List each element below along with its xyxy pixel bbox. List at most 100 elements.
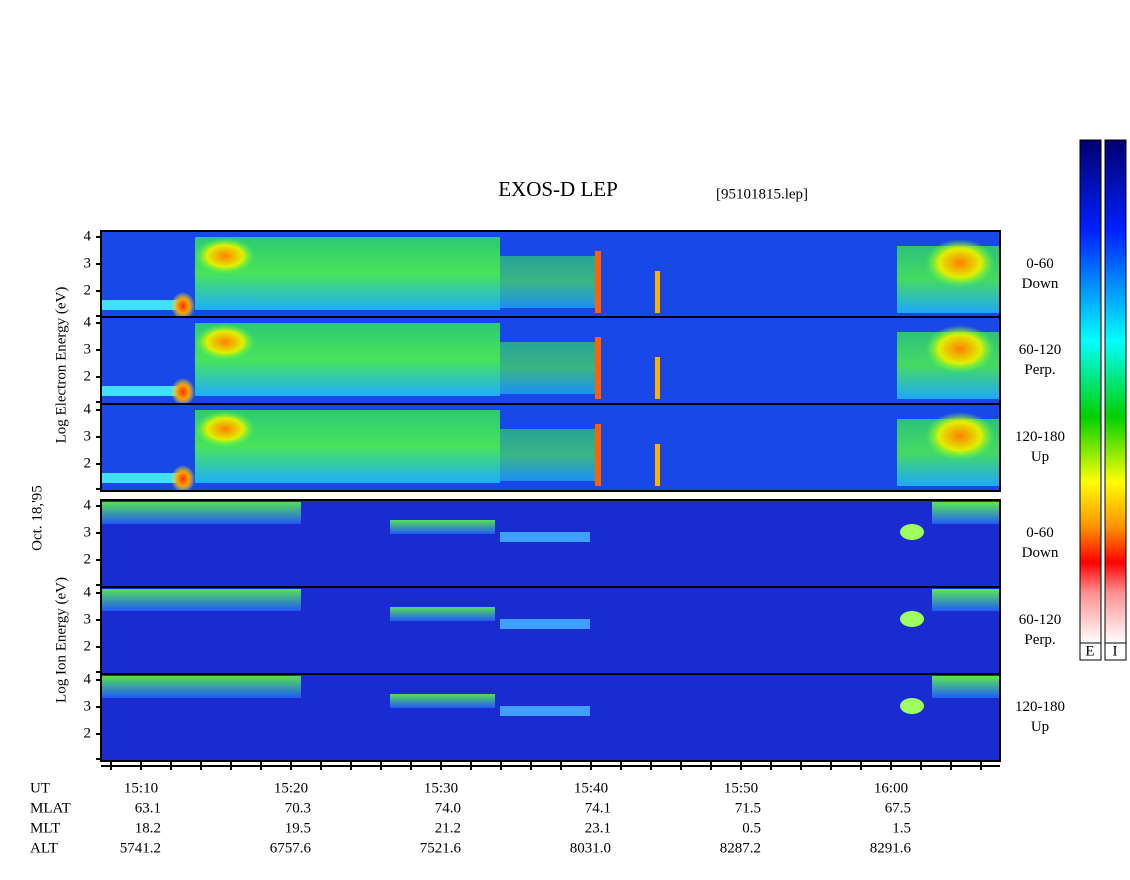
ephemeris-value: 19.5 (285, 820, 311, 836)
y-tick-label: 3 (84, 341, 92, 357)
y-tick-label: 4 (84, 497, 92, 513)
spectrogram-panel: 2 3 4 0-60 Down (84, 497, 1059, 588)
time-label: 15:50 (724, 780, 758, 796)
y-tick-label: 4 (84, 401, 92, 417)
ephemeris-value: 18.2 (135, 820, 161, 836)
ephemeris-value: 71.5 (735, 800, 761, 816)
spectrogram-panel: 2 3 4 60-120 Perp. (84, 584, 1062, 675)
pitch-label: 60-120 (1019, 342, 1062, 358)
plasma-band (500, 256, 600, 308)
direction-label: Down (1022, 276, 1059, 292)
y-tick-label: 3 (84, 524, 92, 540)
y-tick-label: 3 (84, 428, 92, 444)
hot-spot (925, 325, 995, 373)
ephemeris-value: 70.3 (285, 800, 311, 816)
time-axis: UT 15:10 15:20 15:30 15:40 15:50 16:00 MLAT 63.1… (30, 762, 1000, 856)
pitch-label: 0-60 (1026, 525, 1054, 541)
ion-band (390, 520, 495, 534)
spectrogram-panel: 2 3 4 0-60 Down (84, 228, 1059, 320)
ephemeris-value: 23.1 (585, 820, 611, 836)
row-label: ALT (30, 840, 58, 856)
spike (595, 337, 601, 399)
row-label: MLAT (30, 800, 71, 816)
pitch-label: 0-60 (1026, 256, 1054, 272)
ion-band (500, 619, 590, 629)
colorbar (1104, 139, 1127, 644)
ephemeris-value: 0.5 (742, 820, 761, 836)
spike (655, 444, 660, 486)
ion-band (390, 694, 495, 708)
ephemeris-value: 7521.6 (420, 840, 462, 856)
ephemeris-value: 74.0 (435, 800, 461, 816)
colorbar-label: I (1113, 643, 1118, 659)
ion-band (101, 589, 301, 611)
ephemeris-value: 5741.2 (120, 840, 161, 856)
colorbars: E I (1079, 139, 1127, 661)
ion-band (932, 676, 1000, 698)
ephemeris-value: 1.5 (892, 820, 911, 836)
time-label: 15:40 (574, 780, 608, 796)
hot-spot (171, 465, 195, 493)
ephemeris-value: 74.1 (585, 800, 611, 816)
spike (655, 357, 660, 399)
y-tick-label: 4 (84, 584, 92, 600)
hot-spot (171, 292, 195, 320)
y-tick-label: 2 (84, 551, 92, 567)
y-tick-label: 2 (84, 282, 92, 298)
colorbar-label: E (1085, 643, 1094, 659)
direction-label: Perp. (1024, 362, 1055, 378)
y-tick-label: 2 (84, 368, 92, 384)
ion-spot (900, 611, 924, 627)
title: EXOS-D LEP (498, 177, 618, 201)
colorbar-box (1079, 642, 1102, 661)
spectrogram-panel: 2 3 4 120-180 Up (84, 401, 1065, 493)
direction-label: Up (1031, 719, 1049, 735)
hot-spot (171, 378, 195, 406)
pitch-label: 120-180 (1015, 429, 1065, 445)
ephemeris-value: 8031.0 (570, 840, 611, 856)
ion-band (932, 589, 1000, 611)
ephemeris-value: 67.5 (885, 800, 911, 816)
low-energy-band (101, 300, 181, 310)
hot-spot (195, 238, 255, 274)
ephemeris-value: 63.1 (135, 800, 161, 816)
hot-spot (925, 239, 995, 287)
ion-band (101, 502, 301, 524)
time-label: 16:00 (874, 780, 908, 796)
panel-frame (100, 403, 1001, 492)
plasma-band (500, 429, 600, 481)
spectrogram-panel: 2 3 4 60-120 Perp. (84, 314, 1062, 406)
y-tick-label: 3 (84, 698, 92, 714)
ephemeris-value: 6757.6 (270, 840, 312, 856)
ion-spot (900, 524, 924, 540)
y-tick-label: 2 (84, 638, 92, 654)
colorbar (1079, 139, 1102, 644)
spike (655, 271, 660, 313)
panels: 2 3 4 0-60 Down 2 3 4 60-120 Perp. 2 3 4 120-180 Up 2 3 4… (84, 228, 1065, 762)
ion-spot (900, 698, 924, 714)
ephemeris-value: 21.2 (435, 820, 461, 836)
spike (595, 251, 601, 313)
colorbar-box (1104, 642, 1127, 661)
time-label: 15:10 (124, 780, 158, 796)
ion-band (500, 532, 590, 542)
hot-spot (195, 324, 255, 360)
row-label: UT (30, 780, 50, 796)
pitch-label: 60-120 (1019, 612, 1062, 628)
y-tick-label: 3 (84, 611, 92, 627)
date-label: Oct. 18,'95 (29, 485, 45, 551)
electron-axis-label: Log Electron Energy (eV) (53, 287, 69, 444)
ion-band (101, 676, 301, 698)
file-name: [95101815.lep] (716, 186, 808, 202)
ephemeris-value: 8291.6 (870, 840, 912, 856)
time-label: 15:20 (274, 780, 308, 796)
plasma-band (500, 342, 600, 394)
ion-band (932, 502, 1000, 524)
ion-axis-label: Log Ion Energy (eV) (53, 577, 69, 703)
row-label: MLT (30, 820, 60, 836)
direction-label: Perp. (1024, 632, 1055, 648)
y-tick-label: 3 (84, 255, 92, 271)
low-energy-band (101, 473, 181, 483)
